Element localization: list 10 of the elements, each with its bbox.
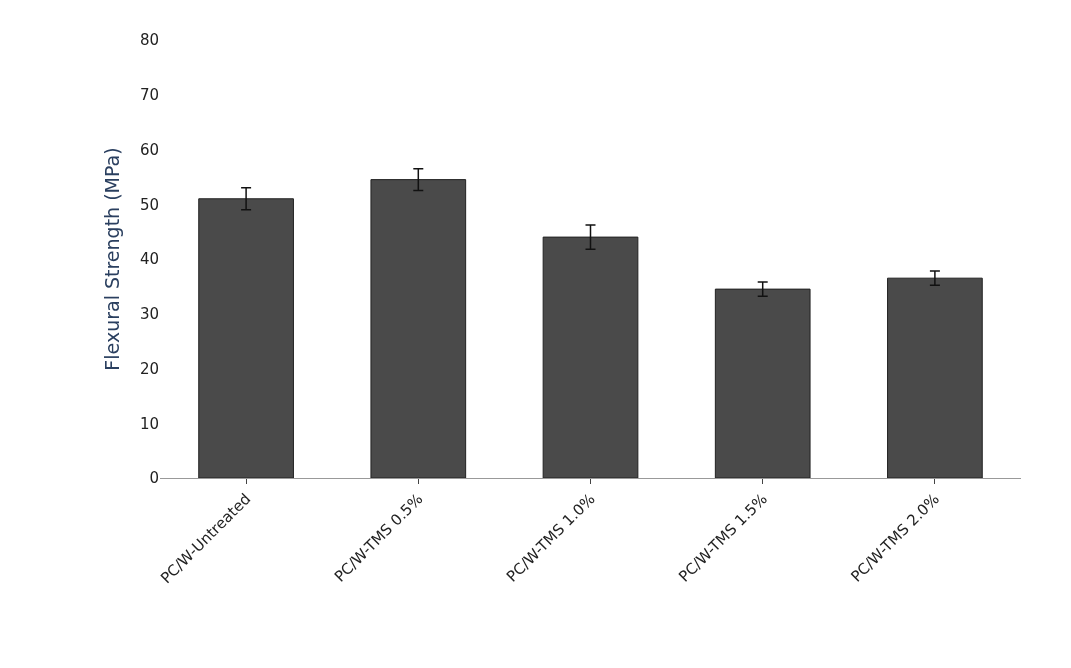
y-tick-label: 10 [139, 414, 159, 433]
y-axis-title: Flexural Strength (MPa) [100, 147, 123, 371]
y-tick-label: 20 [139, 359, 159, 378]
y-tick-label: 40 [139, 250, 159, 269]
y-tick-label: 30 [139, 305, 159, 323]
y-tick-label: 60 [139, 140, 159, 159]
y-tick-label: 80 [139, 31, 159, 50]
y-tick-label: 0 [149, 469, 159, 488]
y-tick-label: 70 [139, 86, 159, 104]
y-tick-label: 50 [139, 195, 159, 214]
